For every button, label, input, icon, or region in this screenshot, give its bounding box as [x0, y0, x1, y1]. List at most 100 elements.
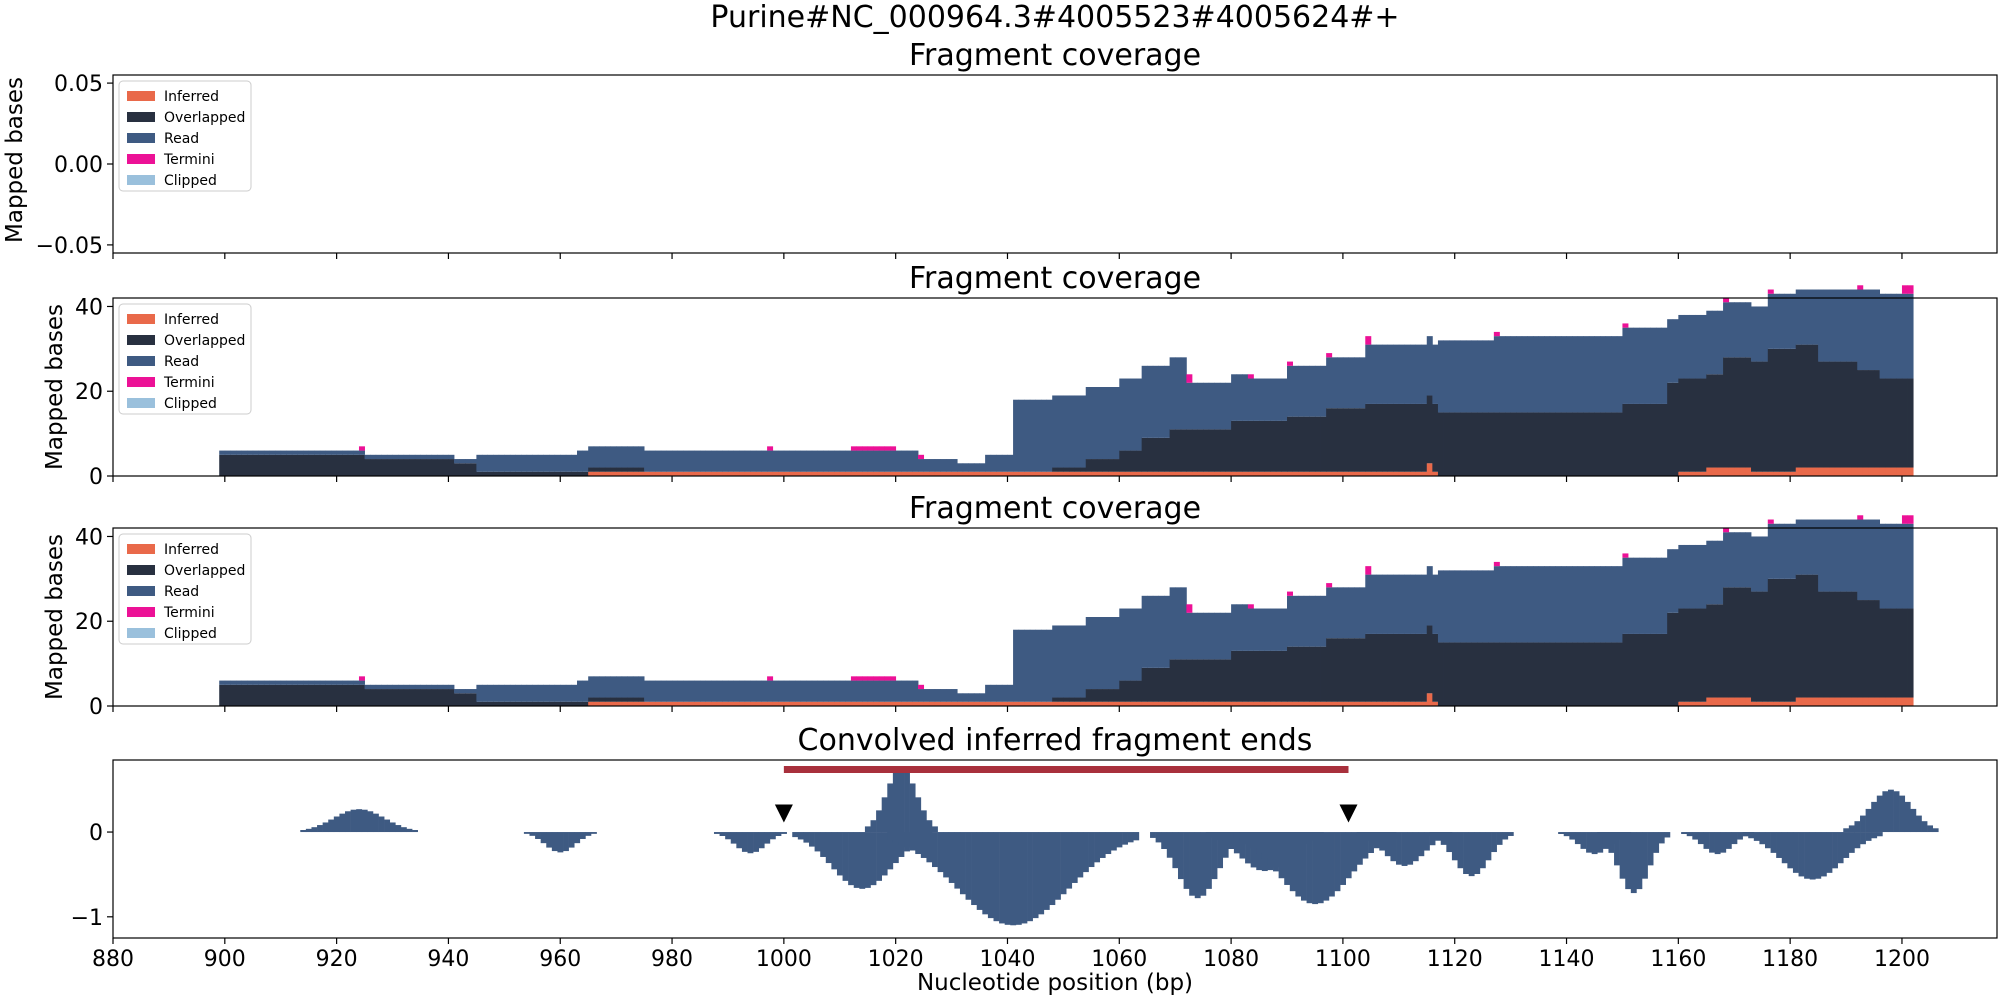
coverage-bar-inferred [795, 701, 802, 706]
coverage-bar-read [1046, 399, 1053, 472]
coverage-bar-overlapped [1426, 395, 1433, 464]
coverage-bar-inferred [677, 701, 684, 706]
coverage-bar-read [1795, 289, 1802, 345]
end-bar [1848, 832, 1855, 853]
coverage-bar-read [1678, 544, 1685, 609]
coverage-bar-read [565, 684, 572, 702]
end-bar [870, 820, 877, 833]
coverage-bar-overlapped [1790, 348, 1797, 472]
panel-1-ylabel: Mapped bases [2, 77, 28, 243]
coverage-bar-inferred [783, 471, 790, 476]
coverage-bar-overlapped [1778, 578, 1785, 702]
coverage-bar-overlapped [1812, 344, 1819, 468]
coverage-bar-overlapped [1806, 574, 1813, 698]
coverage-bar-read [1091, 617, 1098, 690]
coverage-bar-read [1264, 378, 1271, 421]
coverage-bar-overlapped [1907, 378, 1914, 468]
coverage-bar-read [672, 450, 679, 472]
coverage-bar-inferred [1683, 701, 1690, 706]
coverage-bar-overlapped [498, 471, 505, 476]
coverage-bar-read [1208, 382, 1215, 430]
coverage-bar-inferred [1208, 701, 1215, 706]
coverage-bar-read [1465, 570, 1472, 643]
end-bar [976, 832, 983, 910]
coverage-bar-inferred [1734, 697, 1741, 706]
coverage-bar-overlapped [604, 467, 611, 472]
coverage-bar-read [1544, 566, 1551, 643]
coverage-bar-overlapped [336, 454, 343, 476]
coverage-bar-termini [1901, 285, 1908, 294]
coverage-bar-read [1801, 519, 1808, 575]
coverage-bar-termini [1287, 361, 1293, 366]
coverage-bar-read [1007, 684, 1014, 702]
end-bar [1245, 832, 1251, 845]
coverage-bar-read [1672, 549, 1679, 613]
coverage-bar-read [867, 450, 874, 472]
coverage-bar-termini [856, 446, 863, 451]
coverage-bar-overlapped [1505, 412, 1512, 476]
coverage-bar-overlapped [1359, 408, 1366, 472]
coverage-bar-overlapped [1247, 650, 1254, 702]
coverage-bar-read [1007, 454, 1014, 472]
coverage-bar-read [1443, 570, 1450, 643]
legend-swatch-overlapped [127, 335, 155, 345]
coverage-bar-read [308, 450, 315, 455]
coverage-bar-read [817, 680, 824, 702]
coverage-bar-overlapped [1790, 578, 1797, 702]
coverage-bar-read [1437, 570, 1444, 643]
coverage-bar-read [934, 689, 941, 702]
coverage-bar-inferred [906, 701, 913, 706]
coverage-bar-inferred [1728, 467, 1735, 476]
coverage-bar-read [442, 684, 449, 690]
coverage-bar-overlapped [347, 684, 354, 706]
end-bar [982, 832, 989, 915]
coverage-bar-read [795, 450, 802, 472]
coverage-bar-read [1711, 540, 1718, 605]
coverage-bar-overlapped [532, 701, 539, 706]
coverage-bar-read [1874, 289, 1880, 371]
coverage-bar-overlapped [1538, 642, 1545, 706]
coverage-bar-overlapped [1493, 412, 1500, 476]
coverage-bar-inferred [705, 701, 712, 706]
end-bar [926, 820, 933, 833]
end-bar [1351, 832, 1358, 872]
coverage-bar-read [319, 680, 326, 685]
end-bar [367, 811, 374, 833]
coverage-bar-overlapped [364, 459, 371, 476]
coverage-bar-read [985, 684, 992, 702]
coverage-bar-read [1890, 523, 1897, 609]
end-bar [1256, 832, 1263, 854]
coverage-bar-inferred [1404, 471, 1411, 476]
coverage-bar-read [1885, 293, 1892, 379]
coverage-bar-inferred [895, 471, 902, 476]
coverage-bar-read [884, 680, 891, 702]
coverage-bar-read [291, 450, 298, 455]
coverage-bar-inferred [1689, 471, 1696, 476]
coverage-bar-inferred [945, 701, 952, 706]
coverage-bar-read [1611, 336, 1618, 413]
end-bar [1753, 832, 1760, 841]
coverage-bar-read [845, 680, 852, 702]
coverage-bar-inferred [1270, 701, 1277, 706]
coverage-bar-inferred [1354, 471, 1361, 476]
coverage-bar-read [621, 676, 628, 698]
coverage-bar-read [1655, 557, 1662, 634]
coverage-bar-overlapped [1695, 378, 1702, 472]
coverage-bar-inferred [1214, 701, 1221, 706]
end-bar [1748, 832, 1755, 839]
coverage-bar-read [454, 689, 461, 694]
coverage-bar-overlapped [632, 697, 639, 702]
end-bar [1032, 832, 1039, 919]
coverage-bar-inferred [1840, 697, 1847, 706]
coverage-bar-read [1164, 595, 1171, 668]
legend-swatch-read [127, 356, 155, 366]
coverage-bar-overlapped [1890, 378, 1897, 468]
coverage-bar-read [398, 684, 405, 690]
coverage-bar-overlapped [1119, 450, 1126, 472]
coverage-bar-read [1616, 336, 1623, 413]
coverage-bar-inferred [1057, 471, 1064, 476]
coverage-bar-read [1762, 536, 1769, 592]
coverage-bar-read [493, 454, 500, 472]
coverage-bar-overlapped [235, 454, 242, 476]
coverage-bar-overlapped [1549, 642, 1556, 706]
